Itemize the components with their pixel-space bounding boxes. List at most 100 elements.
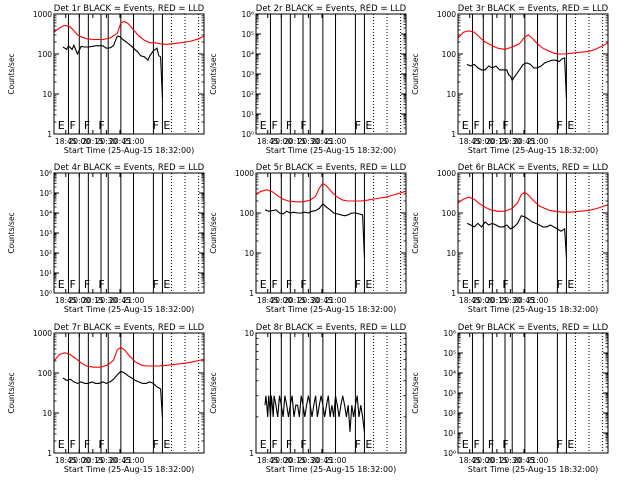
events-series-line	[264, 395, 365, 432]
y-tick-label: 100	[240, 209, 255, 218]
y-tick-label: 1000	[235, 169, 254, 178]
flare-marker-label: F	[473, 438, 479, 451]
flare-marker-label: F	[286, 278, 292, 291]
flare-marker-label: F	[98, 119, 104, 132]
detector-panel-3: Det 3r BLACK = Events, RED = LLD 1 10 100 10…	[411, 4, 609, 155]
flare-marker-label: E	[567, 119, 574, 132]
flare-marker-label: E	[260, 119, 267, 132]
flare-marker-label: E	[58, 119, 65, 132]
y-tick-label: 10⁰	[241, 130, 254, 139]
panel-title: Det 1r BLACK = Events, RED = LLD	[54, 4, 205, 14]
x-tick-label: 20:15	[82, 456, 104, 465]
flare-marker-label: F	[557, 119, 563, 132]
y-tick-label: 10⁴	[241, 50, 254, 59]
x-axis-label: Start Time (25-Aug-15 18:32:00)	[64, 305, 195, 314]
flare-marker-label: E	[163, 278, 170, 291]
flare-marker-label: F	[84, 119, 90, 132]
x-tick-label: 21:00	[325, 456, 347, 465]
flare-marker-label: F	[300, 278, 306, 291]
events-series-line	[62, 35, 163, 98]
x-tick-label: 20:15	[486, 296, 508, 305]
flare-marker-label: E	[163, 119, 170, 132]
flare-marker-label: E	[365, 438, 372, 451]
x-axis-label: Start Time (25-Aug-15 18:32:00)	[468, 465, 599, 474]
y-tick-label: 10³	[39, 229, 52, 238]
detector-panel-4: Det 4r BLACK = Events, RED = LLD 10⁰ 10¹ 10…	[7, 163, 205, 314]
y-tick-label: 10⁴	[39, 209, 52, 218]
flare-marker-label: F	[488, 119, 494, 132]
y-tick-label: 10	[446, 249, 456, 258]
flare-marker-label: E	[567, 438, 574, 451]
y-tick-label: 1	[451, 289, 456, 298]
x-tick-label: 20:00	[68, 137, 90, 146]
y-tick-label: 10⁵	[39, 189, 52, 198]
y-tick-label: 1	[451, 130, 456, 139]
x-tick-label: 18:45	[55, 137, 77, 146]
x-tick-label: 20:30	[500, 296, 522, 305]
plot-frame	[53, 13, 205, 135]
y-axis-label: Counts/sec	[7, 212, 16, 253]
detector-panel-9: Det 9r BLACK = Events, RED = LLD 10⁰ 10¹ 10…	[411, 323, 609, 474]
flare-marker-label: F	[300, 438, 306, 451]
x-tick-label: 20:45	[109, 456, 131, 465]
x-axis-label: Start Time (25-Aug-15 18:32:00)	[468, 146, 599, 155]
y-tick-label: 10⁴	[443, 369, 456, 378]
flare-marker-label: E	[260, 278, 267, 291]
y-tick-label: 10	[42, 90, 52, 99]
y-tick-label: 1	[249, 449, 254, 458]
x-tick-label: 20:00	[270, 456, 292, 465]
x-tick-label: 21:00	[325, 137, 347, 146]
x-tick-label: 20:45	[513, 137, 535, 146]
y-tick-label: 10¹	[241, 110, 254, 119]
flare-marker-label: E	[260, 438, 267, 451]
flare-marker-label: F	[271, 278, 277, 291]
x-tick-label: 18:45	[257, 296, 279, 305]
y-tick-label: 1000	[437, 10, 456, 19]
x-tick-label: 18:45	[55, 456, 77, 465]
panel-title: Det 2r BLACK = Events, RED = LLD	[256, 4, 407, 14]
panel-title: Det 7r BLACK = Events, RED = LLD	[54, 323, 205, 333]
y-tick-label: 100	[38, 369, 53, 378]
y-tick-label: 10	[446, 90, 456, 99]
y-tick-label: 10¹	[443, 429, 456, 438]
y-tick-label: 10⁵	[241, 30, 254, 39]
flare-marker-label: F	[84, 278, 90, 291]
flare-marker-label: E	[462, 278, 469, 291]
x-tick-label: 21:00	[123, 456, 145, 465]
x-tick-label: 20:15	[82, 296, 104, 305]
x-tick-label: 20:45	[109, 137, 131, 146]
y-tick-label: 1000	[437, 169, 456, 178]
x-tick-label: 21:00	[123, 296, 145, 305]
flare-marker-label: F	[473, 278, 479, 291]
x-tick-label: 20:00	[68, 296, 90, 305]
flare-marker-label: F	[69, 438, 75, 451]
flare-marker-label: E	[567, 278, 574, 291]
y-tick-label: 10	[244, 329, 254, 338]
x-tick-label: 21:00	[527, 137, 549, 146]
y-tick-label: 10⁶	[39, 169, 52, 178]
x-tick-label: 20:00	[270, 137, 292, 146]
y-tick-label: 1000	[33, 329, 52, 338]
flare-marker-label: E	[58, 438, 65, 451]
y-tick-label: 10⁵	[443, 349, 456, 358]
detector-panel-7: Det 7r BLACK = Events, RED = LLD 1 10 100 10…	[7, 323, 205, 474]
flare-marker-label: F	[502, 438, 508, 451]
x-tick-label: 20:15	[284, 296, 306, 305]
flare-marker-label: F	[473, 119, 479, 132]
flare-marker-label: E	[365, 119, 372, 132]
x-tick-label: 21:00	[325, 296, 347, 305]
y-tick-label: 1000	[33, 10, 52, 19]
flare-marker-label: F	[271, 438, 277, 451]
x-tick-label: 20:15	[284, 137, 306, 146]
x-tick-label: 20:45	[311, 456, 333, 465]
flare-marker-label: F	[69, 119, 75, 132]
y-tick-label: 1	[249, 289, 254, 298]
panel-title: Det 5r BLACK = Events, RED = LLD	[256, 163, 407, 173]
detector-panel-5: Det 5r BLACK = Events, RED = LLD 1 10 100 10…	[209, 163, 407, 314]
y-tick-label: 100	[442, 50, 457, 59]
x-tick-label: 18:45	[459, 137, 481, 146]
events-series-line	[466, 215, 567, 257]
x-tick-label: 20:30	[96, 296, 118, 305]
x-tick-label: 20:45	[513, 456, 535, 465]
flare-marker-label: E	[365, 278, 372, 291]
